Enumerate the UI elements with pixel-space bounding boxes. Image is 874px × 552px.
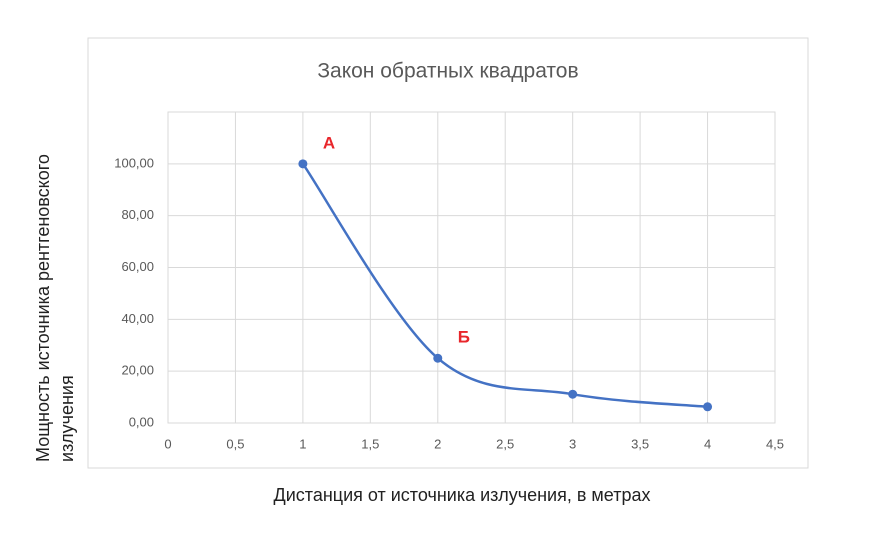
x-tick-label: 3,5 [631, 436, 649, 451]
x-tick-label: 3 [569, 436, 576, 451]
annotation: Б [458, 328, 470, 347]
data-point [703, 402, 713, 412]
chart-frame [87, 37, 809, 469]
y-tick-label: 100,00 [114, 155, 154, 170]
x-tick-label: 2,5 [496, 436, 514, 451]
data-point [298, 159, 308, 169]
y-tick-label: 40,00 [121, 311, 154, 326]
data-point [433, 353, 443, 363]
annotation: А [323, 133, 335, 152]
y-axis-title: Мощность источника рентгеновского излуче… [33, 154, 77, 462]
x-tick-label: 0 [164, 436, 171, 451]
x-tick-label: 4 [704, 436, 711, 451]
y-tick-label: 60,00 [121, 259, 154, 274]
y-tick-label: 0,00 [129, 414, 154, 429]
chart-title: Закон обратных квадратов [317, 60, 578, 83]
x-tick-label: 2 [434, 436, 441, 451]
y-tick-label: 80,00 [121, 207, 154, 222]
y-tick-label: 20,00 [121, 363, 154, 378]
x-tick-label: 1,5 [361, 436, 379, 451]
series-line [301, 163, 708, 409]
x-tick-label: 0,5 [226, 436, 244, 451]
x-tick-label: 1 [299, 436, 306, 451]
x-axis-title: Дистанция от источника излучения, в метр… [274, 485, 651, 505]
x-tick-label: 4,5 [766, 436, 784, 451]
data-point [568, 389, 578, 399]
